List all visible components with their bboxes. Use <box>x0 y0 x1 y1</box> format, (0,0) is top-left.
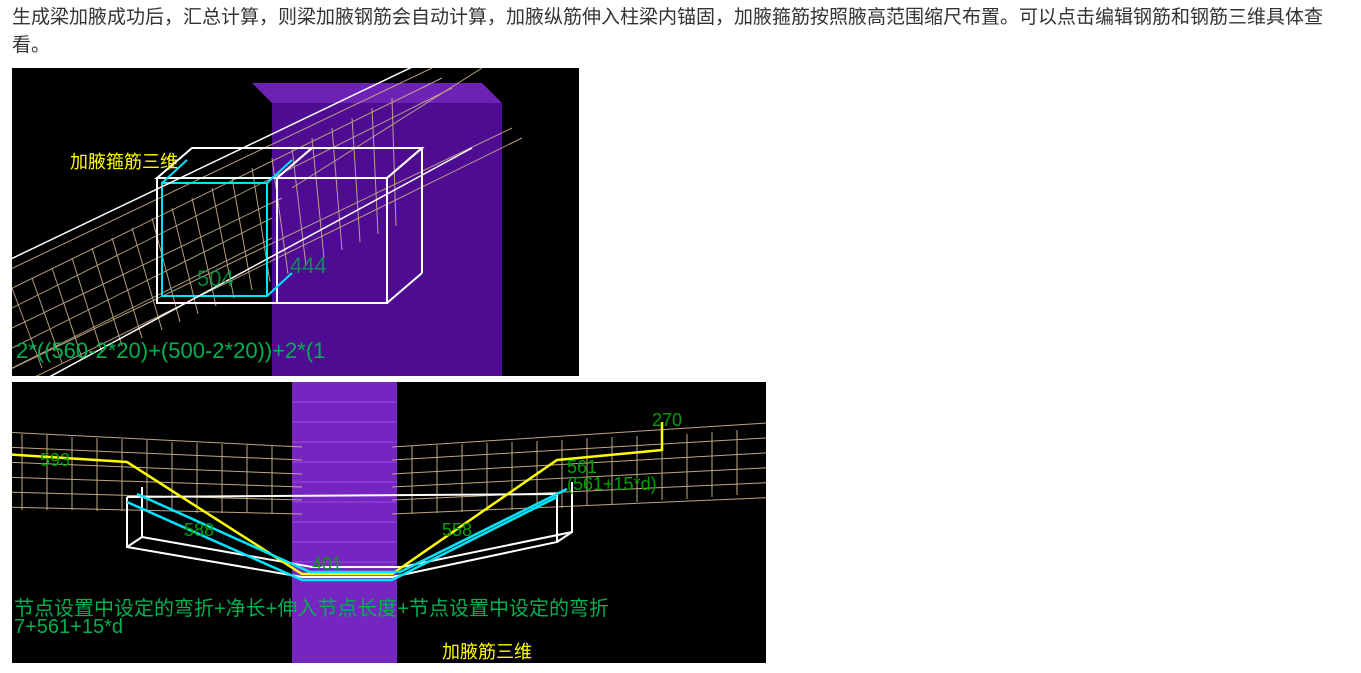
diagram2-dim-right-mid: 558 <box>442 520 472 541</box>
diagram1-dim-b: 444 <box>290 253 327 279</box>
diagram-haunch-bar-3d: 593 588 401 558 561 270 (561+15*d) 节点设置中… <box>12 382 766 663</box>
diagram-haunch-stirrup-3d: 加腋箍筋三维 504 444 2*((560-2*20)+(500-2*20))… <box>12 68 579 376</box>
diagram1-formula: 2*((560-2*20)+(500-2*20))+2*(1 <box>16 338 325 364</box>
diagram2-bottom-label: 加腋筋三维 <box>442 638 532 663</box>
diagram2-dim-left-mid: 588 <box>184 520 214 541</box>
diagram-1-svg <box>12 68 579 376</box>
diagram1-title-label: 加腋箍筋三维 <box>70 148 178 174</box>
diagram2-formula-right: (561+15*d) <box>567 474 657 495</box>
diagram2-formula-bottom-b: 7+561+15*d <box>14 616 123 639</box>
diagram2-dim-left-top: 593 <box>40 450 70 471</box>
diagram1-dim-a: 504 <box>197 266 234 292</box>
diagram2-dim-center: 401 <box>312 554 342 575</box>
description-paragraph: 生成梁加腋成功后，汇总计算，则梁加腋钢筋会自动计算，加腋纵筋伸入柱梁内锚固，加腋… <box>8 0 1353 68</box>
diagram2-dim-right-corner: 270 <box>652 410 682 431</box>
